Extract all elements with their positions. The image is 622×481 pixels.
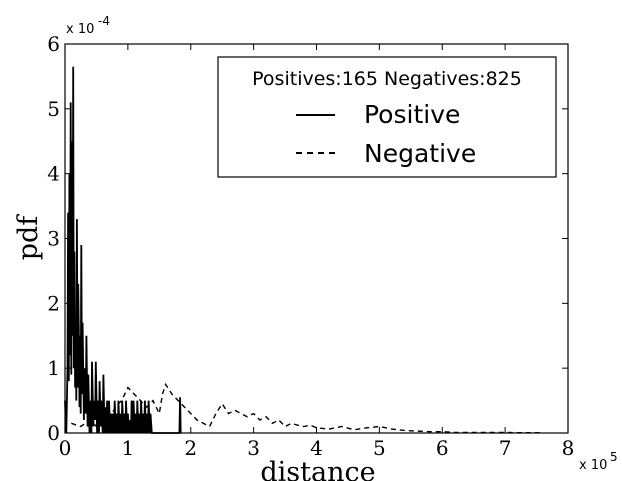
y-multiplier: x 10 [66, 22, 94, 37]
x-tick-label: 2 [184, 436, 197, 460]
x-tick-label: 0 [59, 436, 72, 460]
legend-title: Positives:165 Negatives:825 [252, 68, 522, 90]
x-multiplier: x 10 [579, 458, 607, 473]
y-tick-label: 1 [47, 356, 60, 380]
y-tick-label: 3 [47, 227, 60, 251]
y-tick-label: 2 [47, 291, 60, 315]
y-tick-label: 6 [47, 32, 60, 56]
x-tick-label: 1 [122, 436, 135, 460]
series-layer [64, 66, 543, 434]
series-line-positive [64, 66, 182, 434]
y-tick-label: 4 [47, 162, 60, 186]
y-multiplier-exponent: -4 [98, 14, 110, 28]
x-tick-label: 3 [247, 436, 260, 460]
ticks-layer: 0 1 2 3 4 5 6 7 8 0 1 2 3 4 5 6 [47, 32, 574, 460]
x-multiplier-exponent: 5 [610, 450, 618, 464]
legend-negative-label: Negative [364, 139, 476, 168]
x-axis-label: distance [260, 457, 375, 481]
y-axis-label: pdf [13, 214, 44, 261]
x-tick-label: 5 [373, 436, 386, 460]
y-tick-label: 5 [47, 97, 60, 121]
legend: Positives:165 Negatives:825 Positive Neg… [217, 56, 557, 178]
x-tick-label: 8 [562, 436, 575, 460]
legend-positive-label: Positive [364, 100, 460, 129]
x-tick-label: 6 [436, 436, 449, 460]
y-tick-label: 0 [47, 421, 60, 445]
legend-box [217, 56, 557, 178]
x-tick-label: 7 [499, 436, 512, 460]
x-tick-label: 4 [310, 436, 323, 460]
